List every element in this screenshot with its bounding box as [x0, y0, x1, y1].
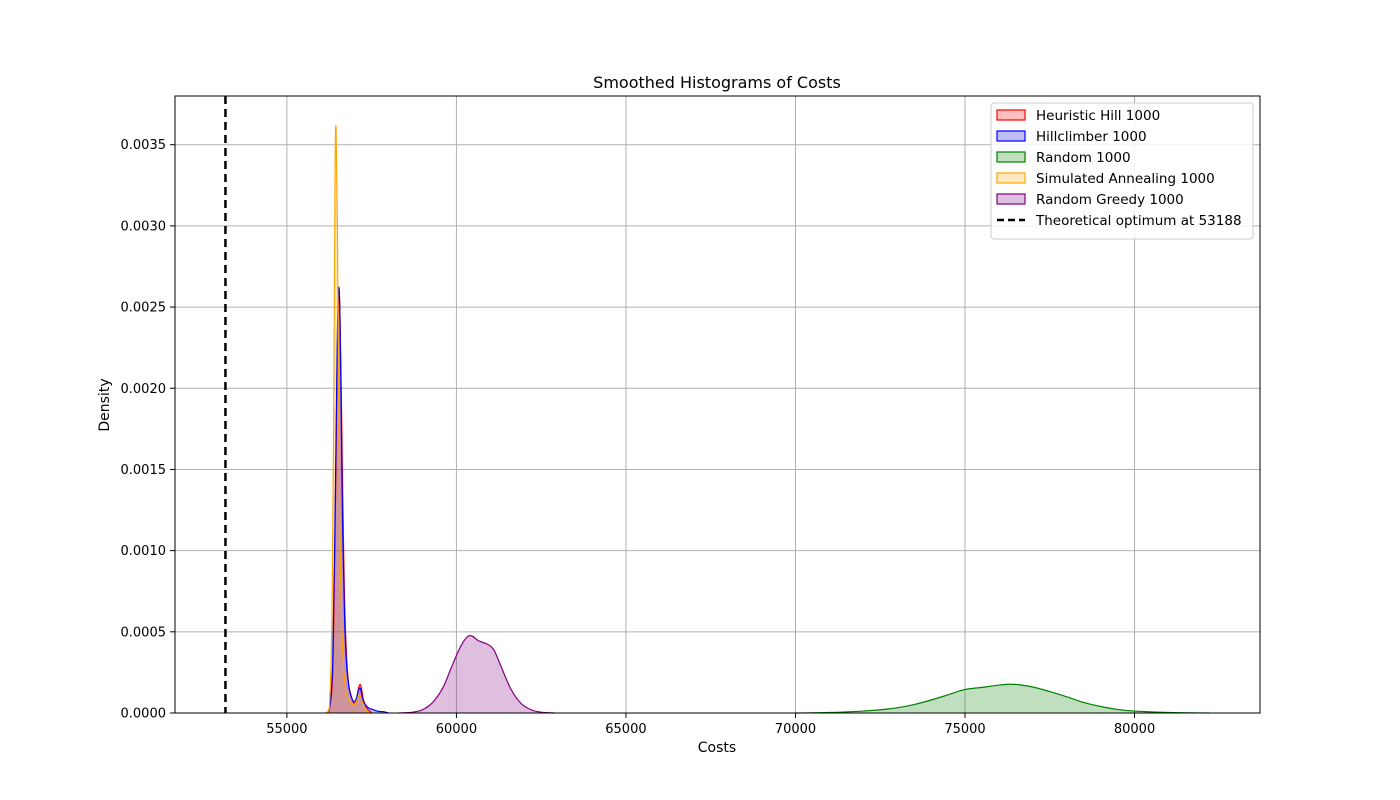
chart-title: Smoothed Histograms of Costs [593, 73, 841, 92]
legend-label: Theoretical optimum at 53188 [1035, 213, 1242, 229]
legend-swatch [996, 151, 1026, 163]
legend-label: Random Greedy 1000 [1036, 192, 1184, 208]
legend-label: Heuristic Hill 1000 [1036, 108, 1160, 124]
legend-swatch [996, 109, 1026, 121]
legend-swatch [996, 172, 1026, 184]
legend-item-theoretical-optimum-at-53188: Theoretical optimum at 53188 [997, 213, 1242, 229]
legend-item-hillclimber-1000: Hillclimber 1000 [996, 129, 1147, 145]
plot-frame [174, 95, 1261, 714]
legend-item-heuristic-hill-1000: Heuristic Hill 1000 [996, 108, 1160, 124]
series-line-random-1000 [795, 683, 1210, 714]
series-area-heuristic-hill-1000 [325, 289, 373, 713]
x-tick-label: 60000 [436, 722, 477, 737]
legend: Heuristic Hill 1000 Hillclimber 1000 Rando… [990, 102, 1254, 240]
x-tick-label: 70000 [775, 722, 816, 737]
x-tick-label: 55000 [266, 722, 307, 737]
legend-swatch [996, 193, 1026, 205]
x-axis-label: Costs [698, 740, 736, 756]
legend-box [990, 102, 1254, 240]
series-area-random-greedy-1000 [398, 635, 555, 713]
series-line-random-greedy-1000 [398, 635, 555, 714]
y-tick-label: 0.0035 [121, 138, 167, 153]
series-line-hillclimber-1000 [325, 286, 389, 714]
legend-label: Random 1000 [1036, 150, 1131, 166]
legend-item-random-1000: Random 1000 [996, 150, 1131, 166]
series-area-random-1000 [795, 684, 1210, 713]
x-axis: 55000 60000 65000 70000 75000 80000 [266, 713, 1155, 737]
legend-item-random-greedy-1000: Random Greedy 1000 [996, 192, 1184, 208]
y-tick-label: 0.0000 [121, 707, 167, 722]
series-line-simulated-annealing-1000 [325, 125, 370, 714]
y-tick-label: 0.0005 [121, 625, 167, 640]
x-tick-label: 65000 [605, 722, 646, 737]
legend-item-simulated-annealing-1000: Simulated Annealing 1000 [996, 171, 1215, 187]
y-tick-label: 0.0010 [121, 544, 167, 559]
y-axis: 0.0000 0.0005 0.0010 0.0015 0.0020 0.0025 0.00… [121, 138, 175, 722]
y-tick-label: 0.0025 [121, 301, 167, 316]
y-tick-label: 0.0030 [121, 219, 167, 234]
legend-label: Simulated Annealing 1000 [1036, 171, 1215, 187]
grid-layer [175, 96, 1260, 714]
x-tick-label: 80000 [1114, 722, 1155, 737]
y-tick-label: 0.0015 [121, 463, 167, 478]
series-area-simulated-annealing-1000 [325, 125, 369, 714]
y-axis-label: Density [97, 378, 113, 431]
y-tick-label: 0.0020 [121, 382, 167, 397]
series-line-layer [325, 125, 1210, 714]
legend-swatch [996, 130, 1026, 142]
legend-label: Hillclimber 1000 [1036, 129, 1147, 145]
x-tick-label: 75000 [944, 722, 985, 737]
